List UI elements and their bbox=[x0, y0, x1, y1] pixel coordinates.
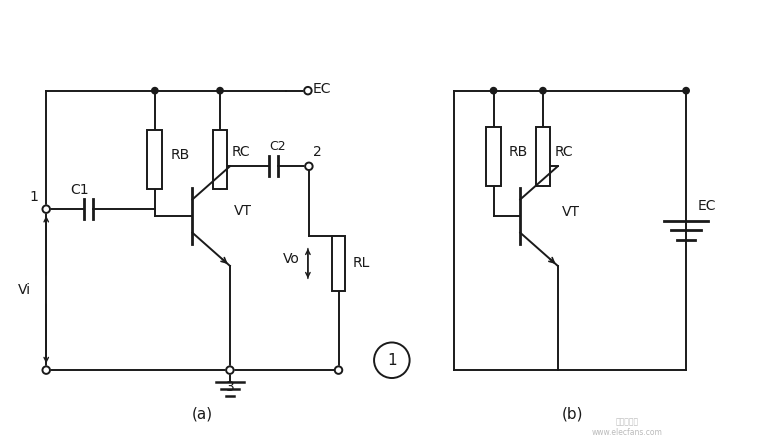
Text: Vo: Vo bbox=[283, 252, 300, 266]
Text: 1: 1 bbox=[30, 190, 39, 204]
Text: RC: RC bbox=[232, 145, 250, 159]
Bar bbox=[212, 130, 227, 190]
Text: 2: 2 bbox=[313, 145, 321, 159]
Text: C2: C2 bbox=[269, 140, 286, 154]
Circle shape bbox=[683, 87, 689, 94]
Text: EC: EC bbox=[313, 82, 331, 96]
Text: 3: 3 bbox=[226, 380, 234, 394]
Circle shape bbox=[304, 87, 312, 95]
Text: 电子发烧友
www.elecfans.com: 电子发烧友 www.elecfans.com bbox=[591, 418, 662, 437]
Bar bbox=[535, 127, 550, 186]
Text: RC: RC bbox=[555, 145, 573, 159]
Text: C1: C1 bbox=[70, 183, 89, 197]
Bar bbox=[148, 130, 162, 190]
Bar bbox=[331, 236, 346, 291]
Circle shape bbox=[540, 87, 546, 94]
Circle shape bbox=[217, 87, 223, 94]
Circle shape bbox=[374, 342, 409, 378]
Circle shape bbox=[226, 366, 233, 374]
Circle shape bbox=[305, 163, 312, 170]
Text: Vi: Vi bbox=[18, 283, 31, 297]
Circle shape bbox=[335, 366, 343, 374]
Circle shape bbox=[42, 206, 50, 213]
Text: VT: VT bbox=[562, 205, 580, 219]
Text: RB: RB bbox=[509, 145, 528, 159]
Text: RL: RL bbox=[352, 257, 370, 270]
Text: (b): (b) bbox=[562, 406, 584, 421]
Text: 1: 1 bbox=[387, 353, 396, 368]
Text: VT: VT bbox=[233, 204, 252, 218]
Text: EC: EC bbox=[698, 199, 716, 213]
Circle shape bbox=[152, 87, 158, 94]
Bar bbox=[486, 127, 501, 186]
Text: (a): (a) bbox=[192, 406, 213, 421]
Circle shape bbox=[42, 366, 50, 374]
Circle shape bbox=[490, 87, 496, 94]
Text: RB: RB bbox=[171, 148, 190, 162]
